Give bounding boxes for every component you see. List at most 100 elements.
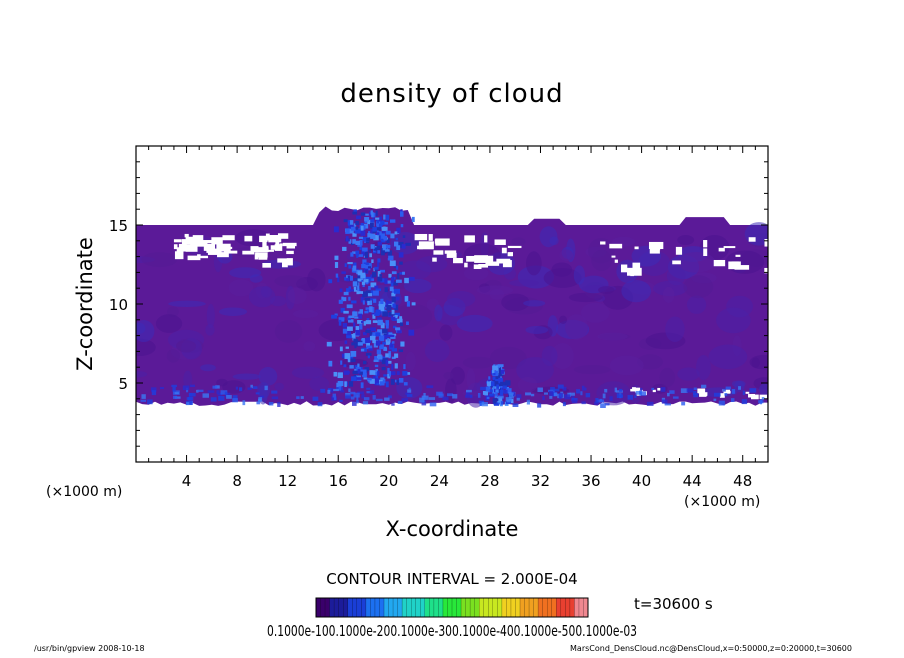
colorbar-segment <box>510 598 516 617</box>
core-speck <box>401 244 406 249</box>
core-speck <box>394 304 399 311</box>
clear-gap <box>764 267 768 274</box>
clear-gap <box>202 240 216 244</box>
core-speck <box>342 246 347 251</box>
clear-gap <box>764 239 768 247</box>
colorbar-segment <box>542 598 548 617</box>
convective-cores <box>140 209 765 409</box>
base-speck <box>465 389 472 393</box>
clear-gap <box>697 388 706 394</box>
cloud-patch <box>549 236 559 246</box>
base-speck <box>544 392 549 395</box>
core-speck <box>391 292 396 297</box>
base-speck <box>562 401 566 407</box>
core-speck <box>391 289 397 295</box>
core-speck <box>346 288 351 293</box>
clear-gap <box>262 262 271 268</box>
core-speck <box>393 296 400 301</box>
base-speck <box>693 393 699 398</box>
core-speck <box>376 221 379 227</box>
core-speck <box>367 355 370 359</box>
clear-gap <box>699 392 707 397</box>
core-speck <box>377 276 383 282</box>
x-tick-label: 32 <box>531 472 550 490</box>
core-speck <box>360 348 365 352</box>
cloud-patch <box>659 367 676 388</box>
core-speck <box>355 329 361 336</box>
core-speck <box>388 334 395 338</box>
core-speck <box>374 312 380 316</box>
base-speck <box>512 403 519 407</box>
colorbar-segment <box>374 598 380 617</box>
core-speck <box>385 353 390 358</box>
core-speck <box>377 370 380 376</box>
core-speck <box>397 329 402 334</box>
cloud-patch <box>489 346 527 370</box>
core-speck <box>359 239 363 246</box>
base-speck <box>571 398 578 402</box>
cloud-patch <box>565 314 588 340</box>
x-tick-label: 16 <box>329 472 348 490</box>
colorbar-segment <box>474 598 480 617</box>
clear-gap <box>703 393 707 397</box>
core-speck <box>344 263 347 267</box>
base-speck <box>300 396 304 399</box>
base-speck <box>174 392 179 395</box>
core-speck <box>372 231 376 234</box>
cloud-patch <box>591 249 613 272</box>
clear-gap <box>507 245 522 249</box>
clear-gap <box>197 254 201 258</box>
cloud-patch <box>665 316 685 342</box>
clear-gap <box>648 241 664 250</box>
core-speck <box>375 378 381 384</box>
core-speck <box>353 322 356 328</box>
core-speck <box>486 381 492 386</box>
cloud-patch <box>541 345 558 367</box>
core-speck <box>365 320 372 325</box>
base-speck <box>580 391 583 396</box>
colorbar-segment <box>501 598 507 617</box>
clear-gap <box>735 254 741 257</box>
base-speck <box>172 386 176 392</box>
base-speck <box>268 402 274 406</box>
base-speck <box>713 392 721 397</box>
clear-gap <box>207 248 222 255</box>
cloud-field <box>136 206 768 408</box>
core-speck <box>348 286 352 292</box>
cloud-patch <box>551 343 574 369</box>
core-speck <box>393 315 398 319</box>
core-speck <box>500 369 505 374</box>
base-speck <box>505 397 512 402</box>
core-speck <box>390 371 396 376</box>
core-speck <box>347 262 353 265</box>
core-speck <box>349 220 354 225</box>
core-speck <box>379 216 382 222</box>
core-speck <box>367 233 372 238</box>
colorbar-segment <box>433 598 439 617</box>
cloud-patch <box>517 376 538 393</box>
core-speck <box>352 370 359 375</box>
core-speck <box>369 378 375 384</box>
core-speck <box>376 220 380 224</box>
core-speck <box>395 237 398 241</box>
base-speck <box>761 397 765 400</box>
footer-left: /usr/bin/gpview 2008-10-18 <box>34 644 145 653</box>
cloud-patch <box>155 314 183 333</box>
core-speck <box>380 298 384 305</box>
base-speck <box>405 392 411 396</box>
clear-gap <box>255 252 268 258</box>
core-speck <box>352 336 356 341</box>
clear-gap <box>244 235 253 242</box>
core-speck <box>400 224 404 228</box>
core-speck <box>376 227 382 231</box>
colorbar-segment <box>438 598 444 617</box>
core-speck <box>408 276 415 281</box>
y-tick-label: 5 <box>118 375 128 393</box>
clear-gap <box>485 261 500 266</box>
x-axis-label: X-coordinate <box>386 517 519 541</box>
base-speck <box>357 391 364 395</box>
base-speck <box>731 388 736 394</box>
core-speck <box>372 290 379 296</box>
cloud-patch <box>716 307 751 334</box>
clear-gap <box>464 235 475 243</box>
